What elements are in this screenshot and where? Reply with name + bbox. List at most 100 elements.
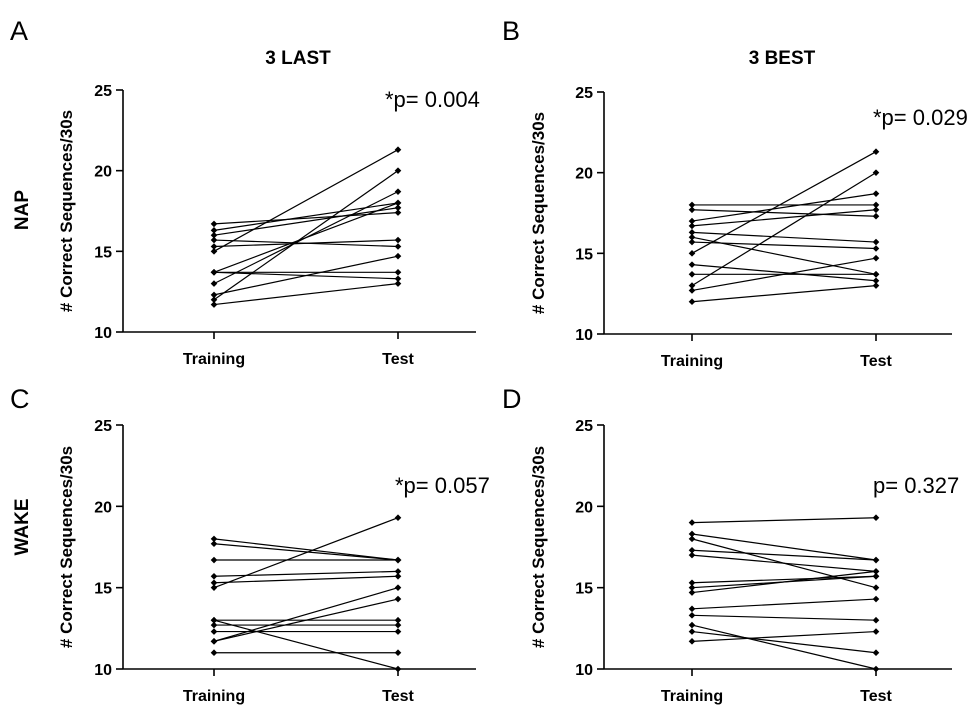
- training-point: [688, 530, 696, 538]
- subject-line: [213, 587, 399, 642]
- test-point: [394, 584, 402, 591]
- test-point: [872, 271, 880, 278]
- test-point: [872, 628, 880, 635]
- row-label-wake: WAKE: [12, 499, 33, 556]
- test-point: [872, 616, 880, 624]
- test-point: [394, 665, 402, 673]
- subject-line: [691, 517, 877, 524]
- test-point: [394, 243, 402, 250]
- training-point: [688, 584, 696, 591]
- subject-line: [691, 624, 877, 670]
- training-point: [688, 238, 696, 246]
- training-point: [210, 231, 218, 239]
- test-point: [394, 649, 402, 657]
- training-point: [210, 280, 218, 287]
- training-point: [210, 621, 218, 629]
- training-point: [210, 236, 218, 244]
- x-tick-label: Training: [661, 688, 723, 705]
- x-tick-label: Test: [860, 688, 892, 705]
- test-point: [872, 212, 880, 220]
- p-value-annotation: *p= 0.004: [385, 87, 480, 112]
- subject-line: [691, 209, 877, 217]
- training-point: [688, 287, 696, 294]
- training-point: [210, 227, 218, 234]
- panel-letter: D: [502, 384, 522, 414]
- test-point: [394, 616, 402, 624]
- p-value-annotation: *p= 0.029: [873, 105, 968, 130]
- x-tick-label: Test: [382, 688, 414, 705]
- training-point: [210, 616, 218, 624]
- test-point: [872, 568, 880, 575]
- panel-letter: C: [10, 384, 30, 414]
- subject-line: [691, 264, 877, 282]
- panel-letter: B: [502, 16, 520, 46]
- training-point: [688, 298, 696, 306]
- subject-line: [691, 209, 877, 227]
- subject-line: [691, 257, 877, 292]
- subject-line: [213, 570, 399, 577]
- subject-line: [213, 575, 399, 584]
- subject-line: [691, 193, 877, 222]
- subject-line: [213, 212, 399, 225]
- test-point: [872, 514, 880, 522]
- training-point: [688, 222, 696, 230]
- subject-line: [213, 207, 399, 236]
- subject-line: [691, 151, 877, 254]
- test-point: [394, 146, 402, 153]
- training-point: [210, 579, 218, 587]
- y-tick-label: 20: [94, 499, 112, 516]
- subject-line: [213, 517, 399, 589]
- training-point: [210, 535, 218, 543]
- test-point: [394, 252, 402, 260]
- panel-c: C 10 15 20 25 Training Test # Correct Sequences…: [10, 384, 490, 705]
- training-point: [688, 233, 696, 241]
- test-point: [872, 190, 880, 197]
- test-point: [394, 269, 402, 276]
- training-point: [210, 301, 218, 308]
- test-point: [872, 665, 880, 673]
- column-title-3-last: 3 LAST: [265, 48, 331, 69]
- training-point: [688, 628, 696, 635]
- test-point: [872, 584, 880, 591]
- y-tick-label: 10: [575, 662, 593, 679]
- subject-line: [213, 255, 399, 296]
- panel-d: D 10 15 20 25 Training Test # Correct Sequences…: [502, 384, 959, 705]
- subject-line: [691, 549, 877, 561]
- subject-line: [691, 575, 877, 584]
- panel-a: A 10 15 20 25 Training Test # Correct Sequences…: [10, 16, 480, 368]
- training-point: [688, 589, 696, 596]
- training-point: [688, 546, 696, 554]
- test-point: [394, 204, 402, 212]
- x-tick-label: Test: [382, 351, 414, 368]
- test-point: [394, 556, 402, 564]
- subject-line: [213, 170, 399, 301]
- training-point: [210, 628, 218, 635]
- training-point: [210, 243, 218, 250]
- subject-line: [691, 554, 877, 572]
- training-point: [688, 250, 696, 257]
- y-tick-label: 15: [94, 244, 112, 261]
- test-point: [394, 568, 402, 575]
- subject-line: [691, 241, 877, 250]
- test-point: [872, 206, 880, 214]
- training-point: [688, 261, 696, 268]
- training-point: [688, 217, 696, 225]
- test-point: [394, 275, 402, 283]
- test-point: [872, 169, 880, 176]
- test-point: [394, 595, 402, 603]
- training-point: [210, 638, 218, 645]
- test-point: [394, 236, 402, 244]
- subject-line: [691, 598, 877, 610]
- training-point: [210, 584, 218, 591]
- test-point: [394, 628, 402, 635]
- test-point: [872, 238, 880, 246]
- test-point: [872, 556, 880, 564]
- training-point: [688, 535, 696, 543]
- subject-line: [691, 630, 877, 642]
- test-point: [872, 649, 880, 657]
- training-point: [688, 605, 696, 613]
- test-point: [394, 199, 402, 207]
- y-tick-label: 25: [575, 418, 593, 435]
- subject-line: [213, 191, 399, 285]
- test-point: [872, 245, 880, 252]
